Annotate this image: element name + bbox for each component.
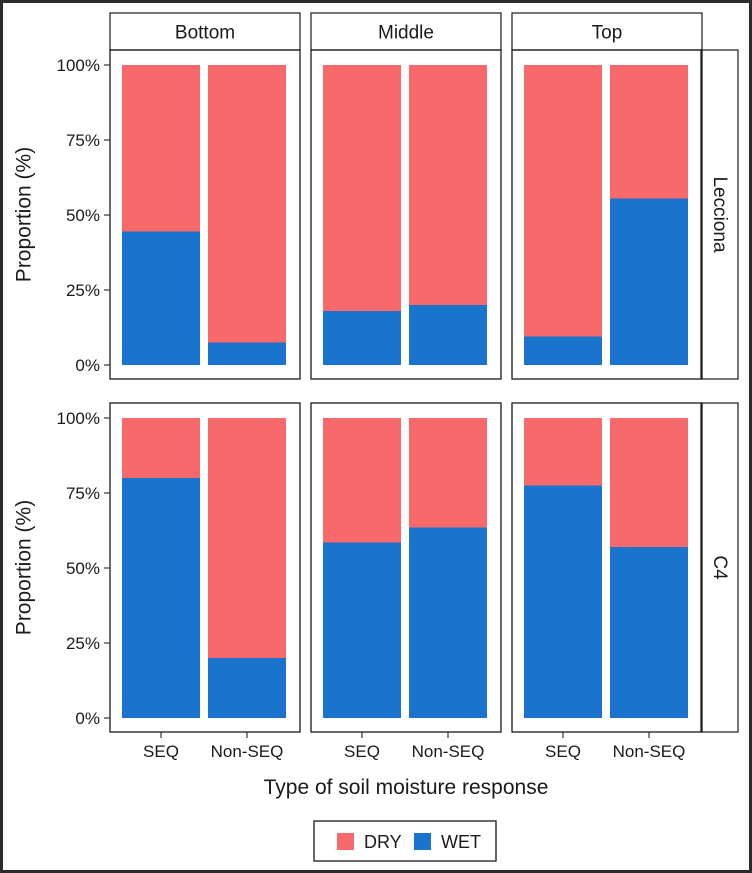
bar-dry-lecciona-bottom-seq	[122, 65, 200, 232]
bar-dry-c4-bottom-seq	[122, 418, 200, 478]
panel-border-c4-top	[511, 402, 703, 733]
panel-border-c4-middle	[310, 402, 502, 733]
y-tick-label: 75%	[66, 131, 100, 150]
strip-label-middle: Middle	[378, 23, 434, 44]
bar-wet-c4-top-seq	[524, 485, 602, 718]
strip-label-top: Top	[592, 23, 623, 44]
bar-wet-lecciona-bottom-non-seq	[208, 342, 286, 365]
bar-wet-lecciona-bottom-seq	[122, 231, 200, 365]
bar-wet-c4-top-non-seq	[610, 547, 688, 718]
y-tick-label: 50%	[66, 206, 100, 225]
legend-key-wet	[414, 833, 431, 850]
bar-wet-lecciona-middle-seq	[323, 311, 401, 365]
legend-label-wet: WET	[441, 832, 481, 852]
bar-wet-c4-middle-non-seq	[409, 527, 487, 718]
y-axis-title: Proportion (%)	[13, 147, 36, 282]
bar-dry-lecciona-middle-non-seq	[409, 65, 487, 305]
y-tick-label: 100%	[57, 409, 100, 428]
bar-dry-c4-top-non-seq	[610, 418, 688, 547]
strip-label-bottom: Bottom	[175, 23, 235, 44]
panel-border-lecciona-middle	[310, 49, 502, 380]
bar-dry-lecciona-top-seq	[524, 65, 602, 337]
chart-canvas: Bottom Middle Top Lecciona C4 0% 25% 50% 75% 100%…	[3, 3, 749, 870]
strip-middle	[310, 12, 502, 51]
y-tick-label: 50%	[66, 559, 100, 578]
x-tick-label: SEQ	[143, 742, 179, 761]
strip-top	[511, 12, 703, 51]
y-tick-label: 25%	[66, 281, 100, 300]
bar-dry-c4-bottom-non-seq	[208, 418, 286, 658]
strip-label-lecciona: Lecciona	[709, 176, 730, 252]
y-tick-label: 25%	[66, 634, 100, 653]
y-tick-label: 75%	[66, 484, 100, 503]
bar-wet-lecciona-middle-non-seq	[409, 305, 487, 365]
bar-dry-lecciona-middle-seq	[323, 65, 401, 311]
strip-label-c4: C4	[709, 555, 730, 580]
strip-lecciona	[700, 49, 739, 380]
x-tick-label: Non-SEQ	[613, 742, 686, 761]
y-tick-label: 0%	[75, 356, 100, 375]
y-axis-title: Proportion (%)	[13, 500, 36, 635]
bar-dry-lecciona-bottom-non-seq	[208, 65, 286, 343]
legend-label-dry: DRY	[364, 832, 402, 852]
x-tick-label: SEQ	[545, 742, 581, 761]
x-tick-label: SEQ	[344, 742, 380, 761]
bar-dry-c4-top-seq	[524, 418, 602, 486]
bar-wet-lecciona-top-non-seq	[610, 198, 688, 365]
bar-wet-c4-bottom-seq	[122, 478, 200, 718]
x-tick-label: Non-SEQ	[211, 742, 284, 761]
faceted-bar-chart: Bottom Middle Top Lecciona C4 0% 25% 50% 75% 100%…	[13, 12, 739, 862]
x-axis-title: Type of soil moisture response	[264, 776, 549, 799]
bar-wet-c4-middle-seq	[323, 542, 401, 718]
y-tick-label: 100%	[57, 56, 100, 75]
y-tick-label: 0%	[75, 709, 100, 728]
strip-bottom	[109, 12, 301, 51]
legend-key-dry	[337, 833, 354, 850]
bar-wet-lecciona-top-seq	[524, 336, 602, 365]
panel-border-lecciona-top	[511, 49, 703, 380]
bar-dry-c4-middle-non-seq	[409, 418, 487, 528]
x-tick-label: Non-SEQ	[412, 742, 485, 761]
strip-c4	[700, 402, 739, 733]
bar-dry-lecciona-top-non-seq	[610, 65, 688, 199]
bar-dry-c4-middle-seq	[323, 418, 401, 543]
bar-wet-c4-bottom-non-seq	[208, 658, 286, 718]
